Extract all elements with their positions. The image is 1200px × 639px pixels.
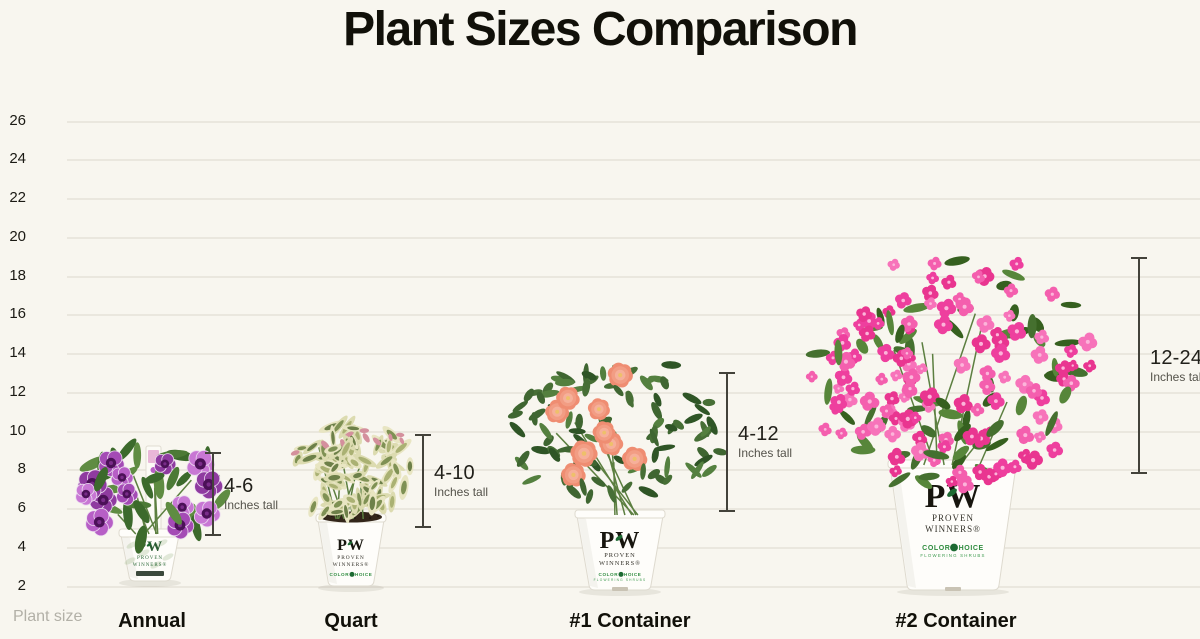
svg-text:PROVEN: PROVEN bbox=[604, 552, 636, 559]
measure-label-2-container: 12-24 Inches tall bbox=[1150, 347, 1200, 384]
y-axis-tick-label: 12 bbox=[9, 382, 26, 400]
y-axis-tick-label: 8 bbox=[17, 460, 26, 478]
height-range: 4-12 bbox=[738, 423, 779, 445]
svg-text:WINNERS®: WINNERS® bbox=[599, 560, 641, 567]
gridline bbox=[67, 275, 1200, 278]
svg-text:PW: PW bbox=[600, 528, 641, 554]
gridline bbox=[67, 198, 1200, 200]
measure-label-quart: 4-10 Inches tall bbox=[434, 462, 488, 499]
chart-title: Plant Sizes Comparison bbox=[343, 3, 858, 56]
y-axis-tick-label: 4 bbox=[17, 537, 26, 555]
category-label-1-container: #1 Container bbox=[569, 610, 691, 632]
y-axis-tick-label: 16 bbox=[9, 305, 26, 323]
y-axis-tick-label: 24 bbox=[9, 150, 26, 168]
svg-text:PROVEN: PROVEN bbox=[137, 556, 163, 561]
gridline bbox=[67, 120, 1200, 123]
y-axis-tick-label: 26 bbox=[9, 111, 26, 129]
height-range: 4-10 bbox=[434, 462, 475, 484]
y-axis-tick-label: 22 bbox=[9, 189, 26, 206]
measure-bracket-quart bbox=[415, 434, 431, 528]
y-axis-tick-label: 18 bbox=[9, 266, 26, 284]
category-label-annual: Annual bbox=[118, 610, 186, 632]
svg-text:FLOWERING SHRUBS: FLOWERING SHRUBS bbox=[594, 578, 647, 582]
height-unit: Inches tall bbox=[738, 446, 793, 460]
gridline bbox=[67, 353, 1200, 355]
gridline bbox=[67, 430, 1200, 433]
measure-label-annual: 4-6 Inches tall bbox=[224, 475, 278, 512]
gridline bbox=[67, 159, 1200, 162]
height-range: 4-6 bbox=[224, 475, 254, 497]
svg-text:FLOWERING SHRUBS: FLOWERING SHRUBS bbox=[920, 553, 985, 558]
svg-text:WINNERS®: WINNERS® bbox=[333, 561, 370, 568]
height-unit: Inches tall bbox=[434, 485, 489, 499]
y-axis-tick-label: 2 bbox=[17, 576, 26, 594]
measure-label-1-container: 4-12 Inches tall bbox=[738, 423, 792, 460]
y-axis-tick-label: 20 bbox=[9, 227, 26, 245]
height-unit: Inches tall bbox=[224, 498, 279, 512]
gridline bbox=[67, 391, 1200, 394]
y-axis-tick-label: 6 bbox=[17, 499, 26, 516]
y-axis-tick-label: 10 bbox=[9, 421, 26, 439]
measure-bracket-annual bbox=[205, 452, 221, 536]
y-axis-tick-label: 14 bbox=[9, 344, 26, 361]
svg-text:PW: PW bbox=[337, 537, 365, 554]
x-axis-caption: Plant size bbox=[13, 608, 83, 625]
measure-bracket-2-container bbox=[1131, 257, 1147, 474]
height-unit: Inches tall bbox=[1150, 369, 1200, 384]
gridline bbox=[67, 314, 1200, 317]
svg-text:WINNERS®: WINNERS® bbox=[925, 524, 981, 534]
gridline bbox=[67, 236, 1200, 239]
measure-bracket-1-container bbox=[719, 372, 735, 512]
category-label-quart: Quart bbox=[324, 610, 378, 632]
height-range: 12-24 bbox=[1150, 346, 1200, 369]
svg-text:PROVEN: PROVEN bbox=[337, 555, 365, 561]
svg-text:PROVEN: PROVEN bbox=[932, 513, 974, 523]
category-label-2-container: #2 Container bbox=[895, 610, 1017, 632]
svg-text:WINNERS®: WINNERS® bbox=[133, 562, 168, 568]
